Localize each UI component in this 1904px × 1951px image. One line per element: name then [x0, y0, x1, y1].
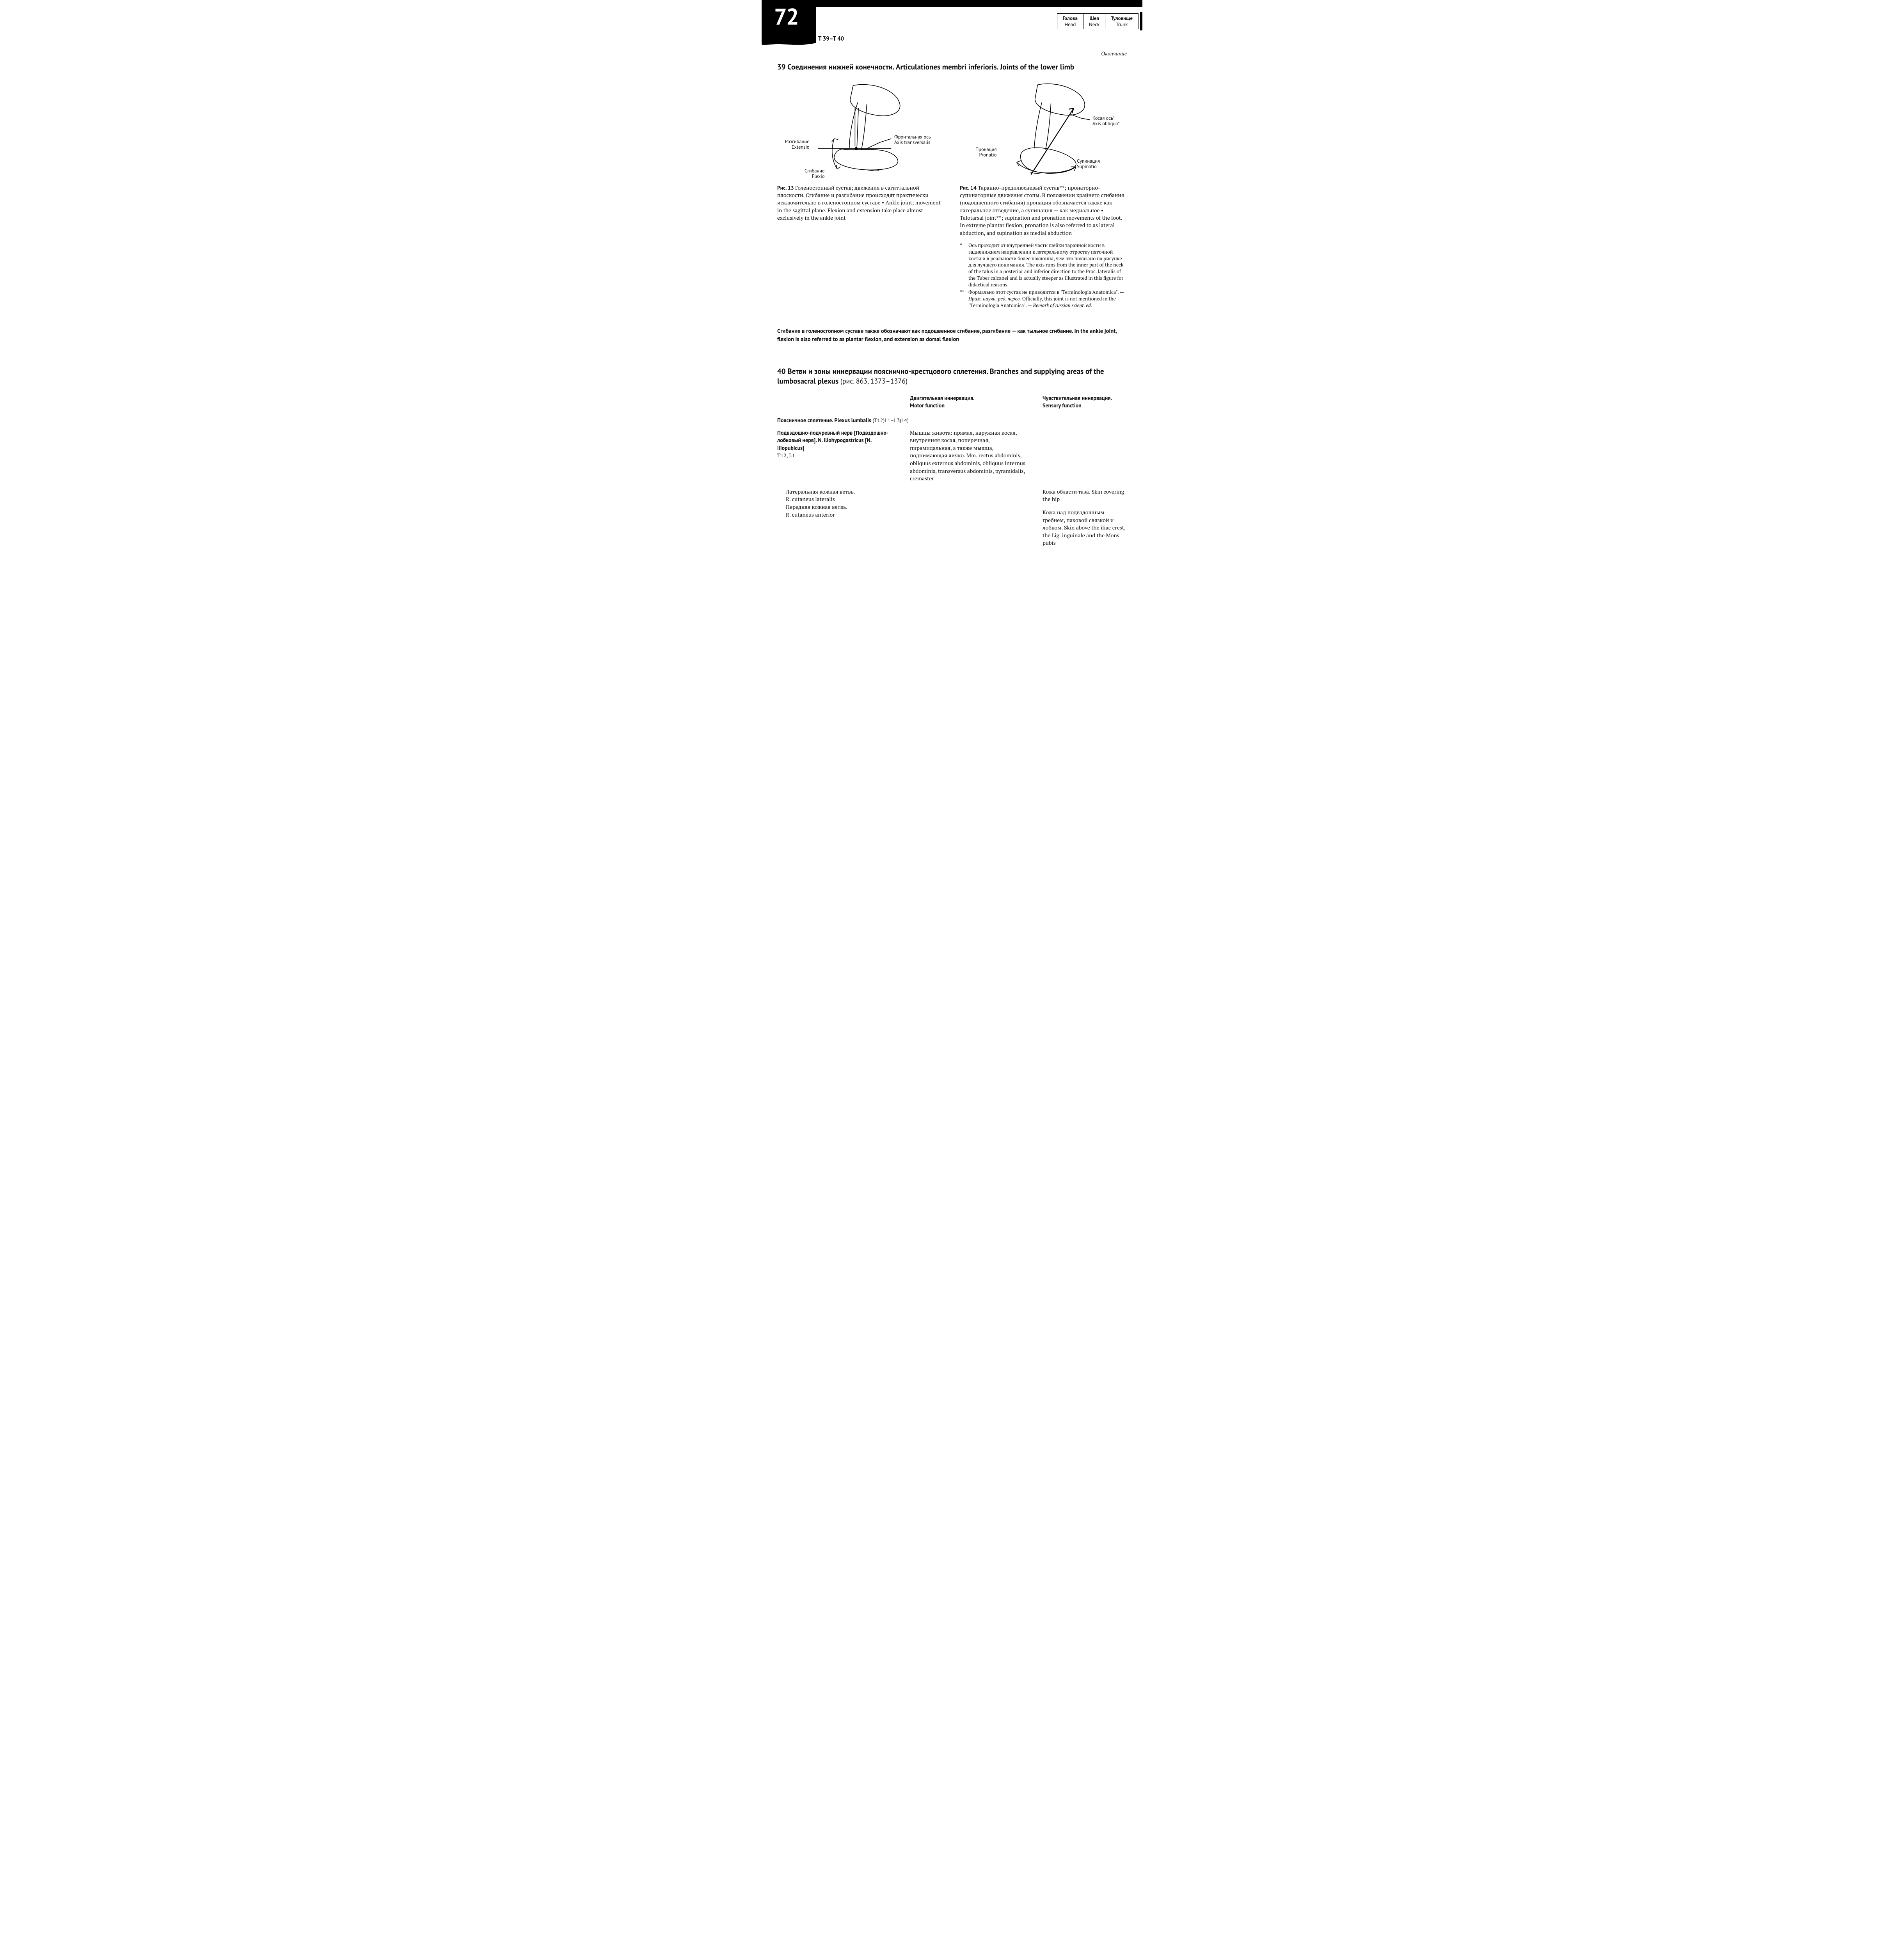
- sensory-anterior: Кожа над подвздошным гребнем, паховой св…: [1043, 509, 1127, 547]
- branch-lat-en: R. cutaneus lateralis: [786, 496, 835, 503]
- figures-row: РазгибаниеExtensio СгибаниеFlexio Фронта…: [777, 80, 1127, 310]
- nav-neck-en: Neck: [1089, 21, 1099, 28]
- figure-14-image: ПронацияPronatio СупинацияSupinatio Коса…: [960, 80, 1127, 182]
- fig14-label-pronatio: ПронацияPronatio: [975, 147, 996, 158]
- figure-14-svg: [960, 80, 1127, 182]
- column-headers: Двигательная иннервация. Motor function …: [777, 394, 1127, 410]
- fig13-label-extensio: РазгибаниеExtensio: [785, 139, 810, 150]
- sensory-lateralis: Кожа области таза. Skin covering the hip: [1043, 488, 1127, 503]
- section-39-title: 39 Соединения нижней конечности. Articul…: [777, 62, 1127, 73]
- page-number-box: 72: [762, 0, 816, 43]
- figure-13-caption: Рис. 13 Голеностопный сустав; движения в…: [777, 184, 944, 222]
- figure-14-footnotes: * Ось проходит от внутренней части шейки…: [960, 242, 1127, 309]
- nav-trunk-en: Trunk: [1116, 21, 1128, 28]
- footnote-2: ** Формально этот сустав не приводится в…: [960, 289, 1127, 309]
- figure-13-image: РазгибаниеExtensio СгибаниеFlexio Фронта…: [777, 80, 944, 182]
- colhead-sensory: Чувствительная иннервация. Sensory funct…: [1043, 394, 1112, 409]
- edge-thumb-bar: [1140, 12, 1142, 30]
- nerve-name: Подвздошно-подчревный нерв [Подвздошно-л…: [777, 429, 888, 451]
- footnote-1: * Ось проходит от внутренней части шейки…: [960, 242, 1127, 288]
- branch-lat-ru: Латеральная кожная ветвь.: [786, 488, 855, 496]
- section-nav: Голова Head Шея Neck Туловище Trunk: [1057, 13, 1138, 29]
- section-40-title: 40 Ветви и зоны иннервации пояснично-кре…: [777, 367, 1127, 387]
- fig14-label-supinatio: СупинацияSupinatio: [1077, 158, 1100, 170]
- nerve-motor: Мышцы живота: прямая, наружная косая, вн…: [910, 429, 1027, 483]
- figure-13-svg: [777, 80, 944, 182]
- nerve-segments: T12, L1: [777, 452, 795, 459]
- nav-head: Голова Head: [1057, 14, 1083, 29]
- fig14-label-axis: Косая ось*Axis obliqua*: [1092, 115, 1120, 127]
- nav-head-ru: Голова: [1063, 15, 1078, 21]
- top-black-band: [762, 0, 1142, 7]
- branch-ant-en: R. cutaneus anterior: [786, 511, 835, 519]
- colhead-motor: Двигательная иннервация. Motor function: [910, 394, 975, 409]
- nerve-iliohypogastricus-row: Подвздошно-подчревный нерв [Подвздошно-л…: [777, 429, 1127, 483]
- fig13-label-axis: Фронтальная осьAxis transversalis: [894, 134, 931, 146]
- branch-lateralis-row: Латеральная кожная ветвь. R. cutaneus la…: [777, 488, 1127, 547]
- figure-13: РазгибаниеExtensio СгибаниеFlexio Фронта…: [777, 80, 944, 310]
- figure-14: ПронацияPronatio СупинацияSupinatio Коса…: [960, 80, 1127, 310]
- nav-neck-ru: Шея: [1089, 15, 1099, 21]
- figure-14-caption: Рис. 14 Таранно-предплюсневый сустав**; …: [960, 184, 1127, 237]
- page-range: T 39–T 40: [818, 35, 844, 43]
- plexus-lumbalis-header: Поясничное сплетение. Plexus lumbalis (T…: [777, 417, 1127, 425]
- page: 72 T 39–T 40 Голова Head Шея Neck Тулови…: [762, 0, 1142, 576]
- section-40-body: Двигательная иннервация. Motor function …: [777, 394, 1127, 547]
- nav-neck: Шея Neck: [1083, 14, 1105, 29]
- branch-ant-ru: Передняя кожная ветвь.: [786, 503, 847, 511]
- boxed-note: Сгибание в голеностопном суставе также о…: [777, 327, 1127, 343]
- nav-trunk-ru: Туловище: [1111, 15, 1133, 21]
- nav-trunk: Туловище Trunk: [1105, 14, 1138, 29]
- nav-head-en: Head: [1065, 21, 1076, 28]
- fig13-label-flexio: СгибаниеFlexio: [805, 168, 824, 179]
- page-number: 72: [774, 5, 816, 28]
- continuation-label: Окончание: [1101, 50, 1127, 57]
